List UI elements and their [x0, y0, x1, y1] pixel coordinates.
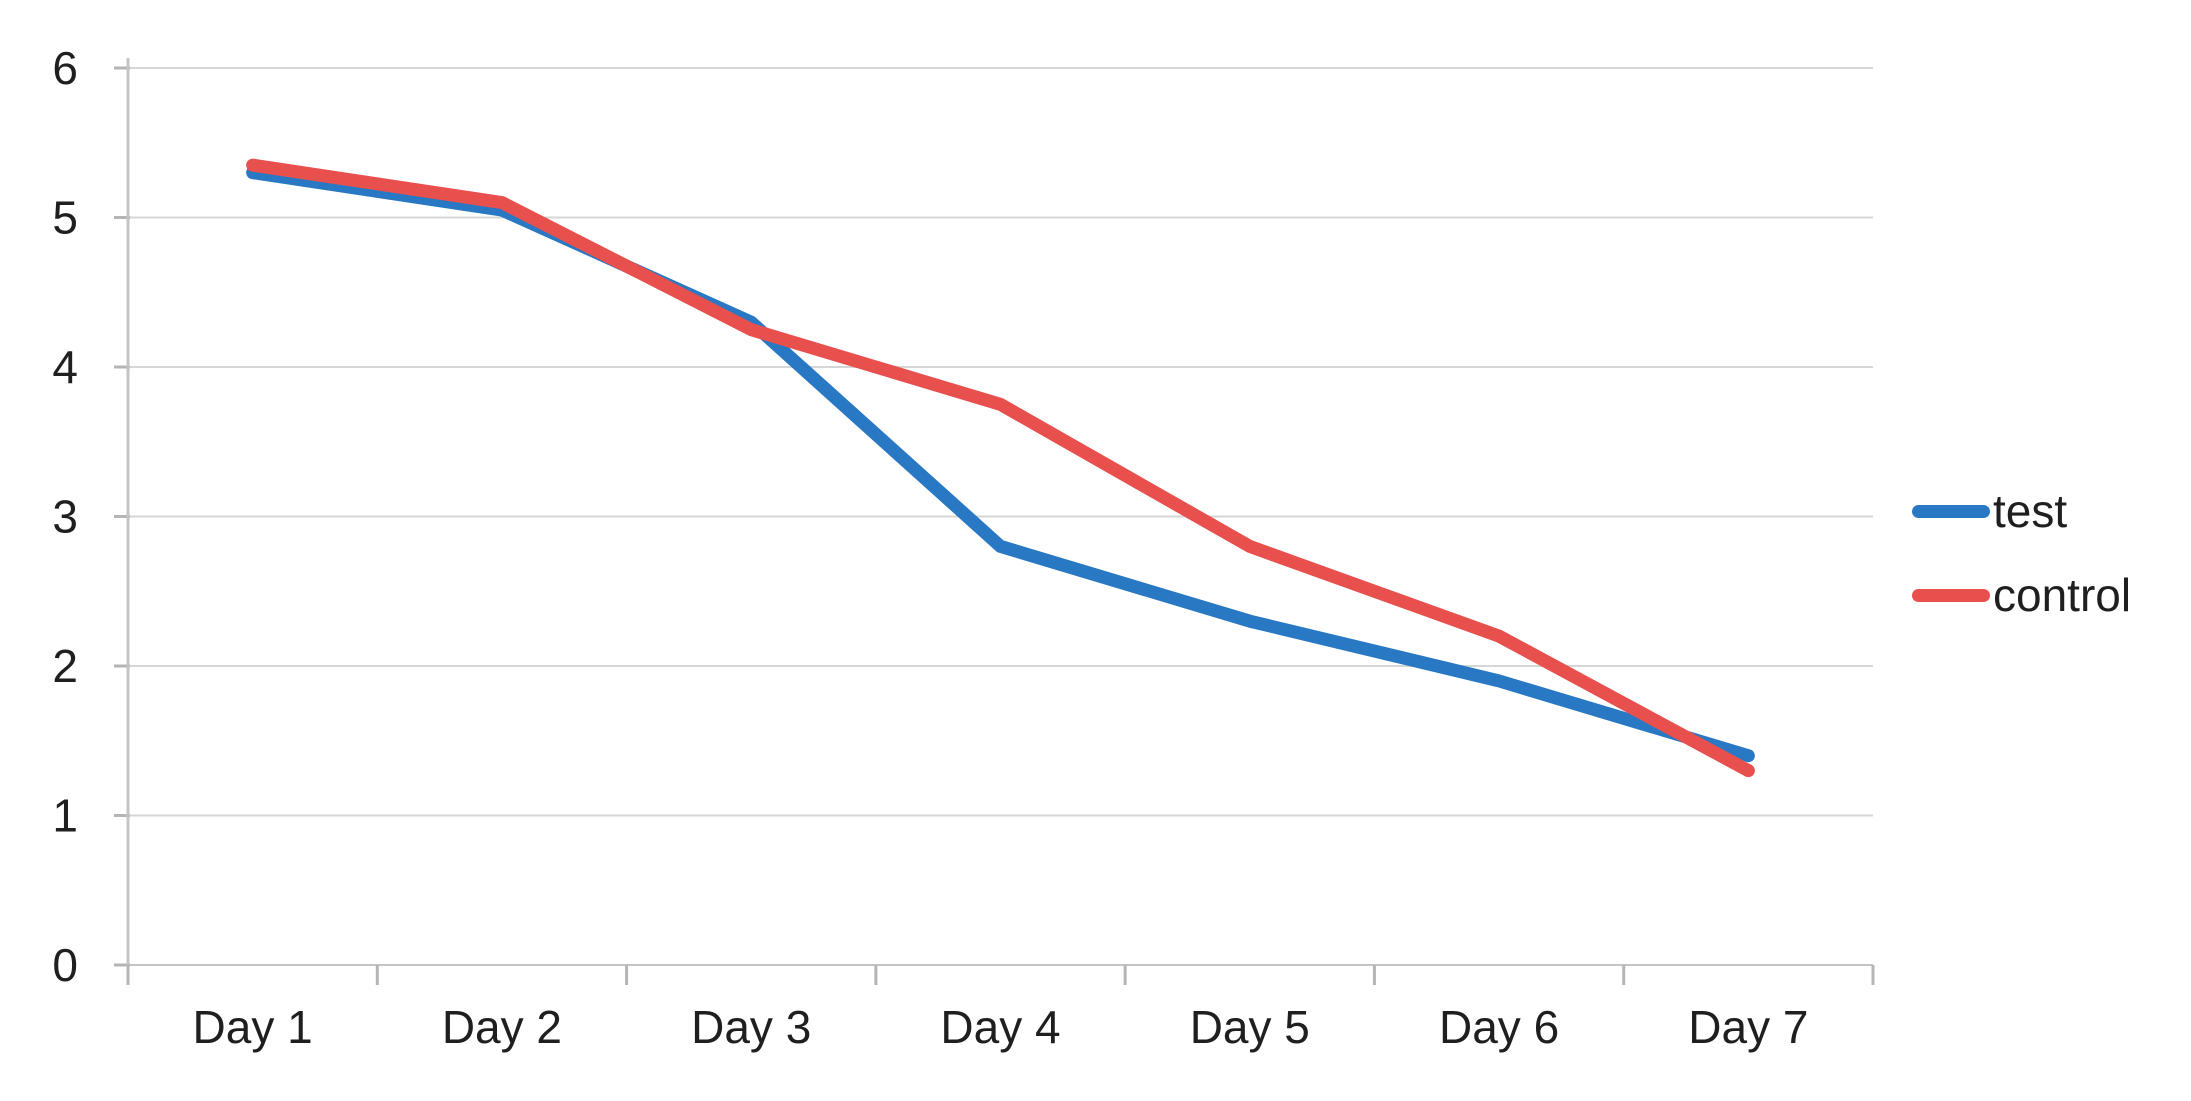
x-axis-category-label: Day 3 — [691, 1001, 811, 1053]
x-axis-category-label: Day 2 — [442, 1001, 562, 1053]
series-line-test — [246, 166, 1755, 763]
series-line-control — [246, 158, 1755, 778]
y-axis-tick-label: 1 — [52, 790, 78, 842]
x-axis-category-label: Day 5 — [1190, 1001, 1310, 1053]
x-axis-category-label: Day 7 — [1688, 1001, 1808, 1053]
y-axis-tick-label: 2 — [52, 640, 78, 692]
legend-item-control: control — [1912, 572, 2131, 618]
y-axis-tick-label: 6 — [52, 42, 78, 94]
x-axis-category-label: Day 4 — [940, 1001, 1060, 1053]
x-axis-category-label: Day 1 — [193, 1001, 313, 1053]
test-series-swatch — [1912, 504, 1990, 518]
y-axis-tick-label: 0 — [52, 939, 78, 991]
control-series-swatch — [1912, 588, 1990, 602]
y-axis-tick-label: 4 — [52, 341, 78, 393]
y-axis-tick-label: 5 — [52, 192, 78, 244]
x-axis-category-label: Day 6 — [1439, 1001, 1559, 1053]
y-axis-tick-label: 3 — [52, 491, 78, 543]
legend-label-control: control — [1993, 569, 2132, 621]
chart-legend: test control — [1912, 488, 2131, 618]
legend-item-test: test — [1912, 488, 2131, 534]
legend-label-test: test — [1993, 485, 2068, 537]
